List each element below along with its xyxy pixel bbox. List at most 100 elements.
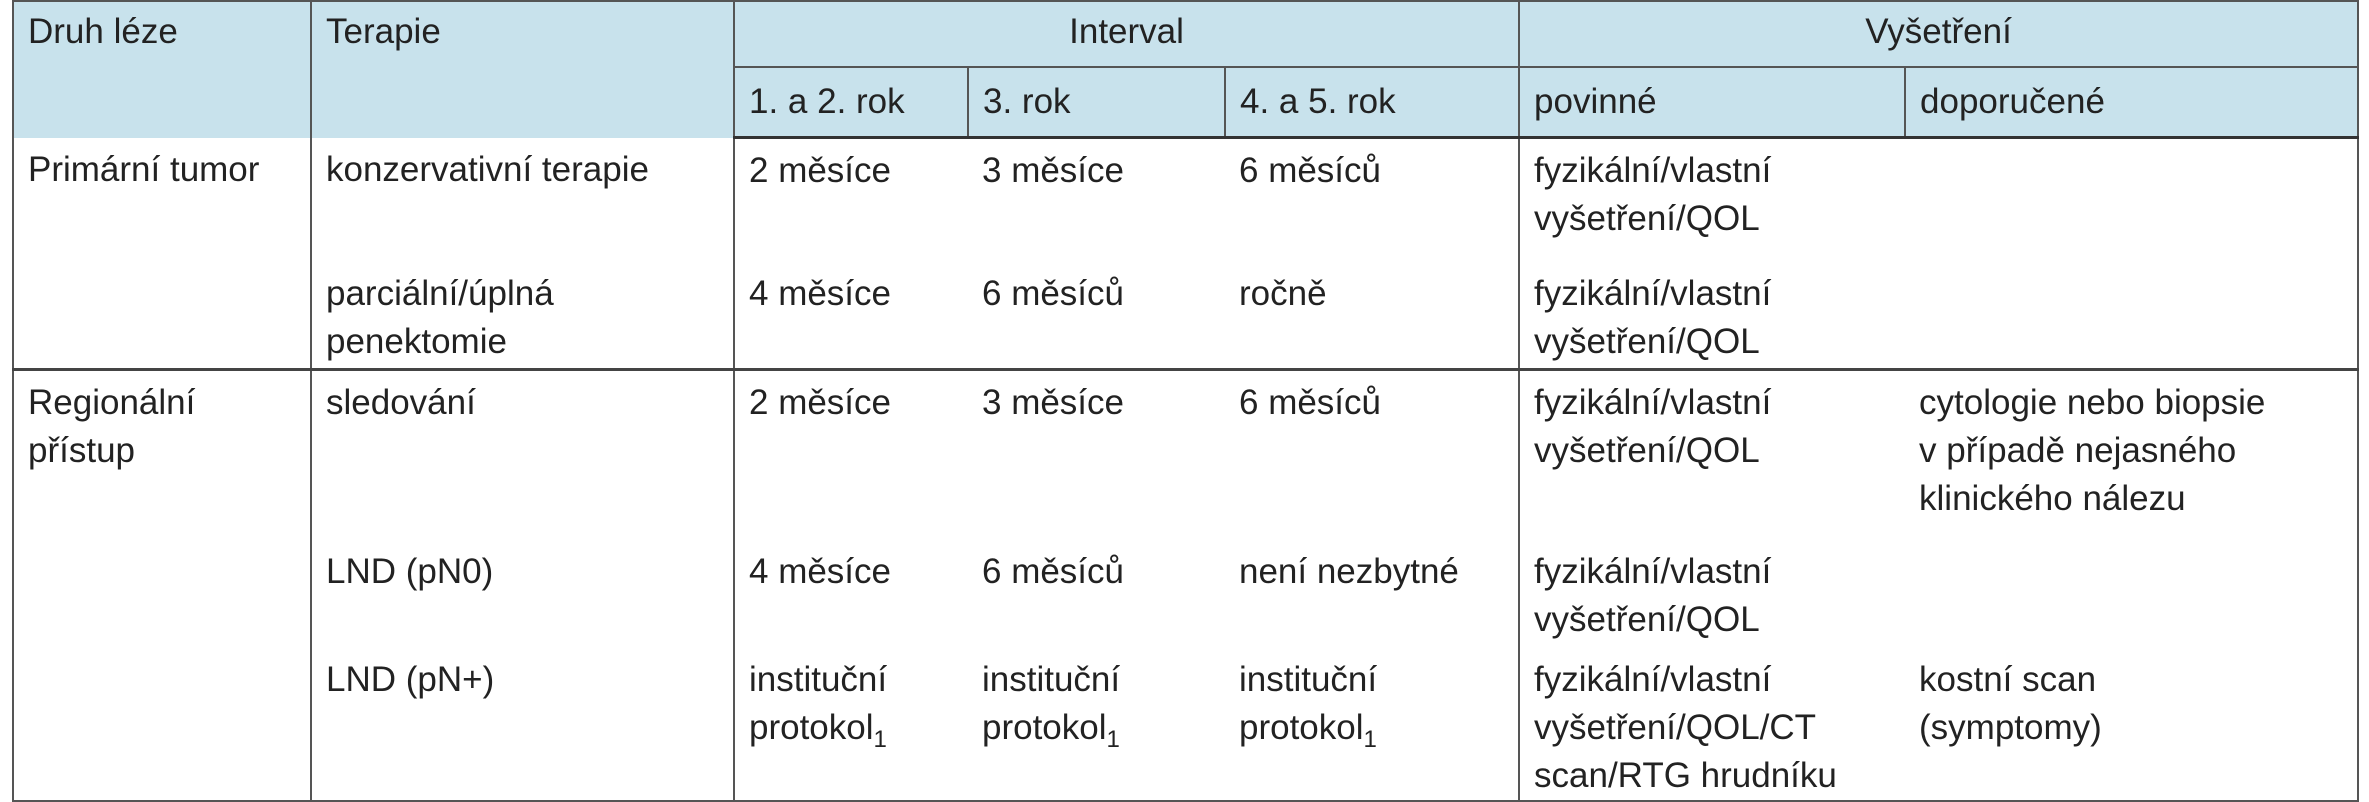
cell-line: instituční [982, 659, 1121, 699]
interval-cell: 6 měsíců [1225, 138, 1519, 262]
footnote-mark: 1 [1106, 725, 1120, 753]
cell-text: protokol [749, 707, 874, 747]
cell-line: 4 měsíce [749, 273, 891, 313]
footnote-mark: 1 [873, 725, 887, 753]
cell-line: 2 měsíce [749, 383, 891, 422]
cell-line: protokol1 [749, 704, 954, 764]
cell-line: protokol1 [982, 704, 1211, 764]
cell-line: parciální/úplná [326, 273, 554, 313]
cell-line: (symptomy) [1919, 707, 2102, 747]
cell-text: protokol [1239, 707, 1364, 747]
subheader-cell: povinné [1518, 66, 1906, 139]
cell-line: Regionální [28, 383, 196, 422]
cell-line: Primární tumor [28, 149, 260, 189]
therapy-cell: parciální/úplná penektomie [310, 261, 734, 370]
table-row: Regionální přístup sledování 2 měsíce 3 měsí… [13, 368, 2359, 801]
cell-line: 6 měsíců [1239, 151, 1381, 190]
cell-line: instituční [1239, 659, 1378, 699]
header-cell: Interval [732, 1, 1520, 67]
header-row: Druh léze Terapie Interval Vyšetření [13, 1, 2359, 138]
cell-line: cytologie nebo biopsie [1919, 383, 2266, 422]
cell-line: 6 měsíců [982, 551, 1124, 591]
cell-line: LND (pN0) [326, 551, 494, 591]
therapy-cell: LND (pN0) [310, 539, 734, 648]
cell-line: přístup [28, 431, 135, 470]
cell-line: vyšetření/QOL [1534, 599, 1760, 639]
cell-line: instituční [749, 659, 888, 699]
cell-line: fyzikální/vlastní [1534, 551, 1772, 591]
cell-line: 3 měsíce [982, 383, 1124, 422]
header-cell: Vyšetření [1518, 1, 2359, 67]
header-row: 1. a 2. rok 3. rok 4. a 5. rok povinné dopor… [13, 66, 2359, 139]
mandatory-cell: fyzikální/vlastní vyšetření/QOL [1518, 261, 1906, 370]
therapy-cell: sledování [310, 368, 734, 540]
cell-line: klinického nálezu [1919, 479, 2186, 518]
mandatory-cell: fyzikální/vlastní vyšetření/QOL [1518, 137, 1906, 262]
interval-cell: 6 měsíců [1225, 368, 1520, 540]
cell-line: 3 měsíce [982, 151, 1124, 190]
interval-cell: instituční protokol1 [733, 647, 968, 801]
cell-text: protokol [982, 707, 1107, 747]
cell-line: 4 měsíce [749, 551, 891, 591]
cell-line: vyšetření/QOL [1534, 199, 1760, 238]
lesion-cell: Regionální přístup [13, 368, 311, 801]
cell-line: 6 měsíců [1239, 383, 1381, 422]
cell-line: protokol1 [1239, 704, 1504, 764]
cell-line: penektomie [326, 321, 507, 361]
cell-line: vyšetření/QOL/CT [1534, 707, 1817, 747]
cell-line: kostní scan [1919, 659, 2097, 699]
table-row: LND (pN0) 4 měsíce 6 měsíců není nezbytné fy… [13, 539, 2358, 648]
interval-cell: 2 měsíce [733, 137, 968, 262]
follow-up-table: Druh léze Terapie Interval Vyšetření 1. … [12, 0, 2360, 802]
cell-line: v případě nejasného [1919, 431, 2237, 470]
mandatory-cell: fyzikální/vlastní vyšetření/QOL [1518, 539, 1906, 648]
recommended-cell: kostní scan (symptomy) [1905, 648, 2358, 801]
cell-line: LND (pN+) [326, 659, 495, 699]
table-header: Druh léze Terapie Interval Vyšetření 1. … [13, 1, 2359, 139]
cell-line: fyzikální/vlastní [1534, 151, 1772, 190]
recommended-cell: cytologie nebo biopsie v případě nejasnéh… [1905, 368, 2359, 540]
interval-cell: 4 měsíce [733, 261, 968, 370]
interval-cell: 6 měsíců [968, 262, 1225, 370]
subheader-cell: doporučené [1904, 66, 2359, 139]
interval-cell: ročně [1225, 262, 1519, 370]
interval-cell: není nezbytné [1225, 540, 1519, 648]
cell-line: fyzikální/vlastní [1534, 273, 1772, 313]
cell-line: vyšetření/QOL [1534, 321, 1760, 361]
interval-cell: 2 měsíce [733, 368, 968, 540]
mandatory-cell: fyzikální/vlastní vyšetření/QOL/CT scan/RT… [1518, 647, 1906, 801]
lesion-cell: Primární tumor [13, 138, 311, 370]
mandatory-cell: fyzikální/vlastní vyšetření/QOL [1518, 368, 1906, 540]
cell-line: sledování [326, 383, 476, 422]
table-row: LND (pN+) instituční protokol1 instituční pr… [13, 647, 2358, 801]
cell-line: scan/RTG hrudníku [1534, 755, 1837, 795]
cell-line: fyzikální/vlastní [1534, 383, 1772, 422]
interval-cell: 6 měsíců [968, 540, 1225, 648]
table-body: Primární tumor konzervativní terapie 2 měs… [13, 137, 2359, 801]
interval-cell: instituční protokol1 [1225, 648, 1519, 801]
cell-line: 2 měsíce [749, 151, 891, 190]
interval-cell: 4 měsíce [733, 539, 968, 648]
recommended-cell [1905, 262, 2358, 370]
subheader-cell: 1. a 2. rok [733, 66, 968, 139]
cell-line: ročně [1239, 273, 1327, 313]
table-row: parciální/úplná penektomie 4 měsíce 6 měsíc… [13, 261, 2358, 370]
header-cell: Terapie [310, 1, 734, 138]
interval-cell: 3 měsíce [968, 368, 1225, 540]
recommended-cell [1905, 138, 2358, 262]
cell-line: není nezbytné [1239, 551, 1459, 591]
subheader-cell: 3. rok [967, 66, 1225, 139]
therapy-cell: konzervativní terapie [310, 137, 734, 262]
cell-line: fyzikální/vlastní [1534, 659, 1772, 699]
therapy-cell: LND (pN+) [310, 647, 734, 801]
interval-cell: instituční protokol1 [968, 648, 1225, 801]
footnote-mark: 1 [1363, 725, 1377, 753]
cell-line: 6 měsíců [982, 273, 1124, 313]
cell-line: vyšetření/QOL [1534, 431, 1760, 470]
interval-cell: 3 měsíce [968, 138, 1225, 262]
table-row: Primární tumor konzervativní terapie 2 měs… [13, 137, 2358, 262]
header-cell: Druh léze [13, 1, 311, 138]
recommended-cell [1905, 540, 2358, 648]
subheader-cell: 4. a 5. rok [1223, 66, 1520, 139]
